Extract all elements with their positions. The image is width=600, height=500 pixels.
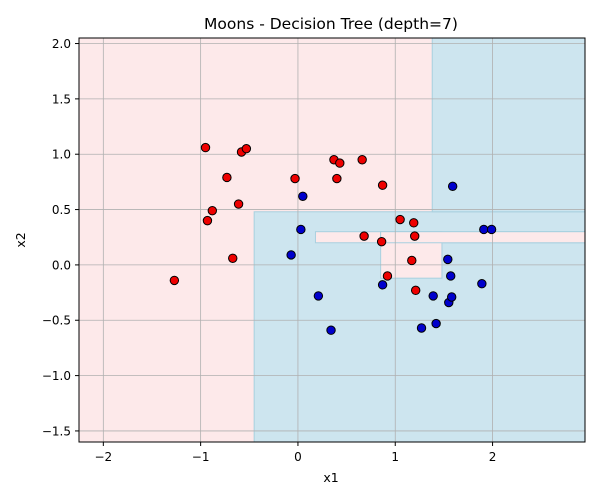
point-class1 [477, 279, 487, 289]
point-class1 [326, 325, 336, 335]
point-class0 [290, 173, 300, 184]
data-points [169, 142, 497, 335]
point-class0 [395, 214, 405, 225]
point-class1 [446, 292, 457, 302]
point-class0 [200, 142, 211, 153]
y-axis-ticks: −1.5 −1.0 −0.5 0.0 0.5 1.0 1.5 2.0 [42, 37, 79, 438]
point-class0 [335, 158, 345, 168]
x-tick-label: −1 [192, 450, 210, 464]
grid-lines [79, 38, 585, 442]
point-class0 [382, 271, 393, 281]
y-axis-label: x2 [13, 232, 28, 247]
chart-title: Moons - Decision Tree (depth=7) [204, 15, 458, 33]
point-class0 [410, 285, 421, 296]
x-tick-label: −2 [94, 450, 112, 464]
point-class1 [313, 291, 324, 301]
point-class0 [377, 180, 388, 190]
point-class1 [443, 254, 453, 265]
point-class1 [298, 191, 308, 201]
point-class1 [286, 250, 296, 260]
plot-frame [78, 37, 586, 443]
point-class0 [207, 205, 218, 216]
point-class0 [357, 155, 367, 165]
point-class0 [359, 231, 369, 241]
y-tick-label: 0.0 [52, 258, 71, 272]
point-class1 [296, 224, 306, 235]
x-tick-label: 2 [489, 450, 497, 464]
point-class1 [428, 291, 438, 301]
y-tick-label: 1.0 [52, 148, 71, 162]
point-class1 [416, 323, 427, 333]
point-class0 [241, 143, 252, 154]
point-class0 [409, 218, 419, 228]
point-class1 [377, 280, 388, 290]
point-class0 [233, 199, 244, 209]
x-tick-label: 1 [391, 450, 399, 464]
point-class1 [479, 224, 489, 235]
point-class0 [376, 236, 387, 247]
point-class1 [431, 318, 441, 329]
x-axis-ticks: −2 −1 0 1 2 [94, 442, 496, 464]
point-class0 [169, 275, 180, 286]
point-class0 [228, 253, 238, 263]
point-class0 [222, 172, 232, 183]
y-tick-label: 2.0 [52, 37, 71, 51]
point-class1 [486, 224, 497, 235]
y-tick-label: −1.5 [42, 424, 71, 438]
y-tick-label: −0.5 [42, 314, 71, 328]
point-class0 [202, 215, 213, 226]
x-tick-label: 0 [294, 450, 302, 464]
y-tick-label: 1.5 [52, 92, 71, 106]
y-tick-label: 0.5 [52, 203, 71, 217]
point-class0 [410, 231, 420, 241]
point-class1 [446, 271, 456, 281]
y-tick-label: −1.0 [42, 369, 71, 383]
point-class0 [332, 173, 342, 184]
point-class1 [447, 181, 458, 192]
x-axis-label: x1 [323, 470, 338, 485]
point-class0 [407, 255, 417, 266]
